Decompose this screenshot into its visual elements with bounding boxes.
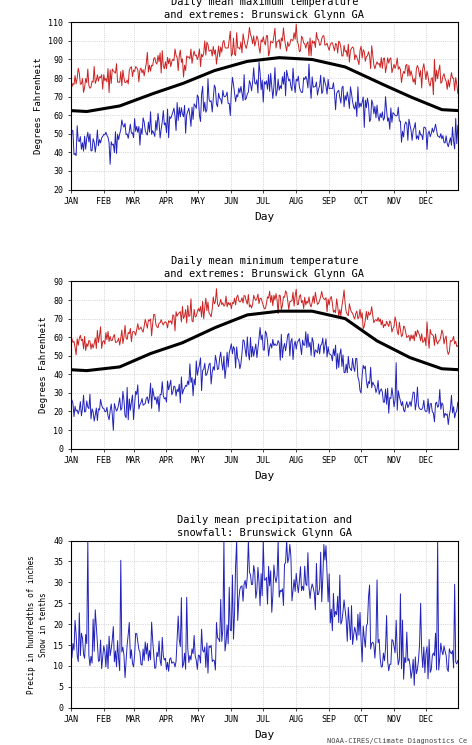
Title: Daily mean maximum temperature
and extremes: Brunswick Glynn GA: Daily mean maximum temperature and extre… <box>164 0 364 20</box>
Y-axis label: Degrees Fahrenheit: Degrees Fahrenheit <box>39 317 48 413</box>
Y-axis label: Precip in hundredths of inches
Snow in tenths: Precip in hundredths of inches Snow in t… <box>27 555 48 694</box>
Y-axis label: Degrees Fahrenheit: Degrees Fahrenheit <box>34 57 42 154</box>
Text: NOAA-CIRES/Climate Diagnostics Ce: NOAA-CIRES/Climate Diagnostics Ce <box>327 738 467 744</box>
Title: Daily mean minimum temperature
and extremes: Brunswick Glynn GA: Daily mean minimum temperature and extre… <box>164 256 364 279</box>
X-axis label: Day: Day <box>254 730 274 740</box>
X-axis label: Day: Day <box>254 212 274 222</box>
Title: Daily mean precipitation and
snowfall: Brunswick Glynn GA: Daily mean precipitation and snowfall: B… <box>177 516 352 539</box>
X-axis label: Day: Day <box>254 471 274 481</box>
